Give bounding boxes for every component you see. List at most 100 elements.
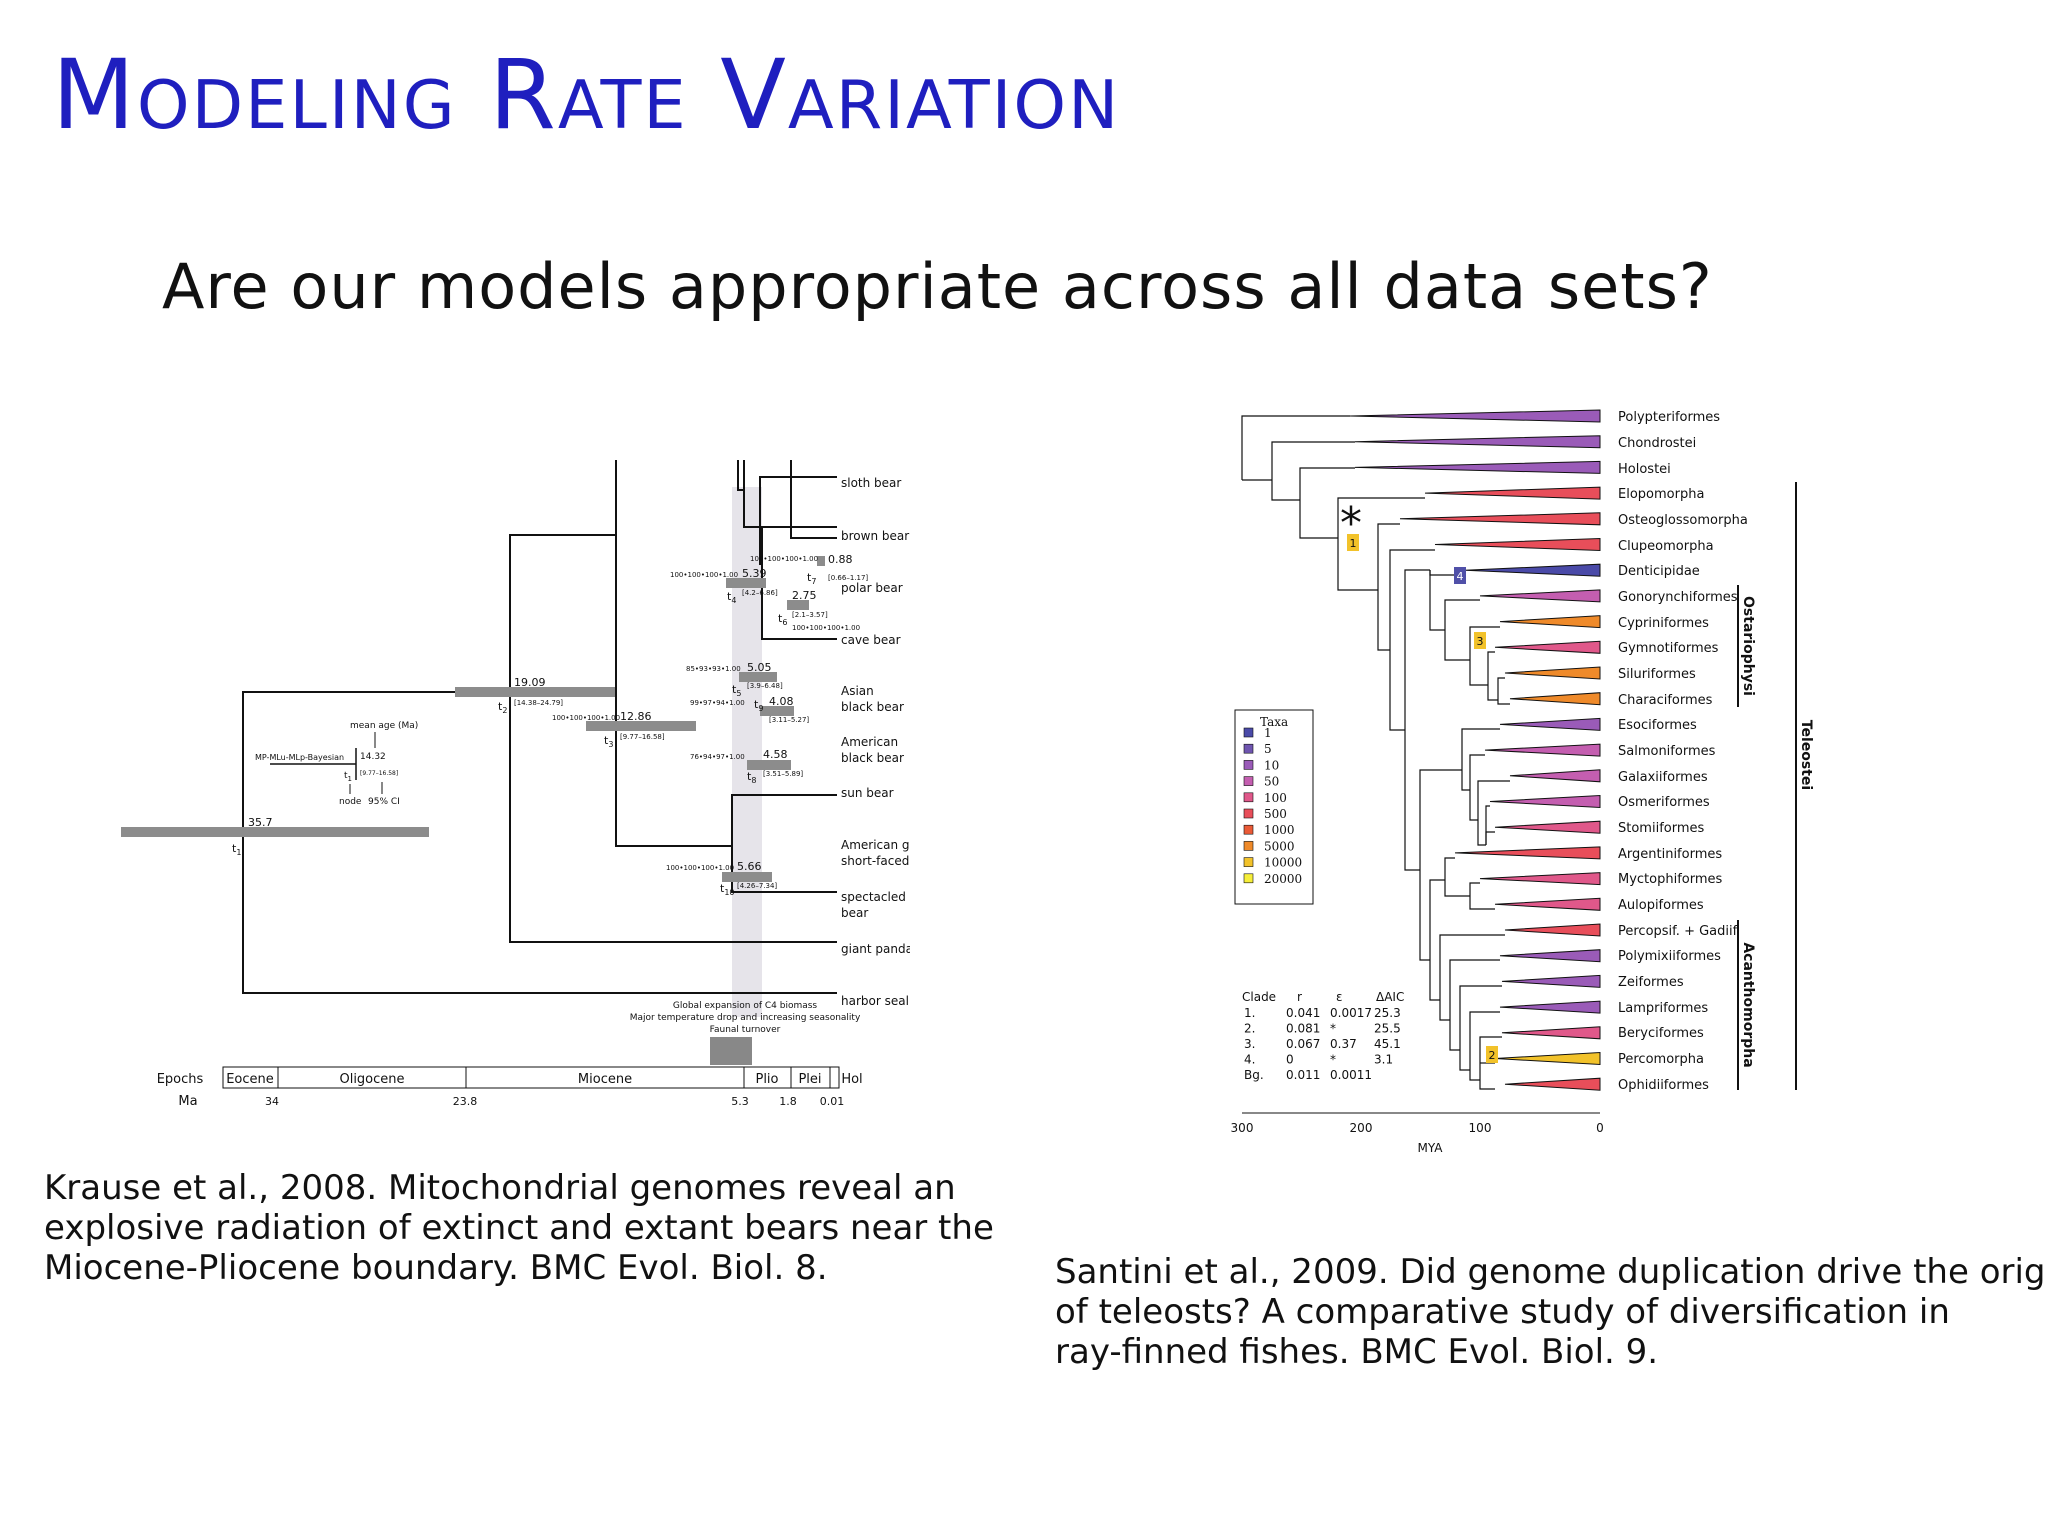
fish-taxon-label: Elopomorpha [1618, 487, 1704, 502]
caption-line: of teleosts? A comparative study of dive… [1055, 1292, 1950, 1332]
clade-wedge [1479, 589, 1601, 603]
fish-taxon-label: Cypriniformes [1618, 616, 1709, 631]
bear-taxon-label: polar bear [841, 581, 903, 595]
fish-time-axis: 300 200 100 0 MYA [1231, 1112, 1604, 1155]
node-label: t8 [747, 770, 756, 785]
clade-wedge [1464, 563, 1601, 577]
taxa-legend-swatch [1243, 727, 1254, 738]
tree-branch [1271, 441, 1355, 480]
node-t: t [778, 612, 783, 625]
bear-taxon-label: brown bear [841, 529, 909, 543]
clade-table-cell: 0.011 [1286, 1068, 1320, 1082]
taxa-legend-swatch [1243, 760, 1254, 770]
bear-phylogeny-figure: sloth bear brown bear polar bear cave be… [121, 460, 910, 1109]
legend-age: 14.32 [360, 752, 386, 762]
taxa-legend-swatch [1243, 824, 1254, 835]
clade-table-cell: 25.5 [1374, 1022, 1401, 1036]
taxa-legend-label: 5 [1264, 742, 1272, 756]
tree-branch [1299, 467, 1355, 500]
clade-wedge [1354, 460, 1601, 474]
caption-line: Miocene-Pliocene boundary. BMC Evol. Bio… [44, 1248, 828, 1288]
tree-branch [1485, 831, 1495, 845]
node-ci: [3.11–5.27] [769, 716, 809, 724]
node-sub: 5 [736, 689, 741, 698]
axis-tick: 300 [1231, 1121, 1254, 1135]
fish-taxon-label: Beryciformes [1618, 1026, 1704, 1041]
node-label: t7 [807, 571, 816, 586]
shift-marker: 4 [1454, 567, 1466, 584]
node-t: t [754, 698, 759, 711]
tree-branch [1479, 1080, 1495, 1090]
tree-branch [1429, 570, 1445, 631]
taxa-legend-items: 1 5 10 50 100 500 1000 5000 10000 20000 [1243, 726, 1302, 886]
fish-taxon-labels: Polypteriformes Chondrostei Holostei Elo… [1618, 410, 1748, 1093]
fish-taxon-label: Characiformes [1618, 693, 1713, 708]
node-label: t4 [727, 590, 736, 605]
clade-table-cell: 0.041 [1286, 1006, 1320, 1020]
node-label: t5 [732, 683, 741, 698]
bear-node-ci-bars [121, 556, 825, 882]
tree-branch [1479, 1036, 1502, 1080]
clade-wedge [1354, 435, 1601, 449]
legend-mean-age: mean age (Ma) [350, 721, 418, 731]
clade-wedge [1494, 1051, 1601, 1066]
clade-table-cell: 0.067 [1286, 1037, 1320, 1051]
group-label-acanthomorpha: Acanthomorpha [1740, 942, 1756, 1067]
tree-branch [1444, 630, 1470, 661]
bear-taxon-label: black bear [841, 700, 904, 714]
clade-wedge [1504, 923, 1601, 937]
clade-wedge [1499, 1000, 1601, 1014]
clade-wedge [1479, 872, 1601, 886]
node-age: 4.58 [763, 748, 788, 761]
clade-wedge [1489, 794, 1601, 809]
node-t: t [232, 842, 237, 855]
clade-table-header: ΔAIC [1376, 990, 1404, 1004]
tree-branch [1389, 650, 1405, 731]
bear-taxon-label: American giant [841, 838, 910, 852]
node-sub: 7 [811, 577, 816, 586]
clade-table-cell: 0 [1286, 1053, 1294, 1067]
fish-taxon-label: Stomiiformes [1618, 821, 1704, 836]
epoch-timescale [222, 1066, 840, 1089]
node-sub: 9 [758, 704, 763, 713]
shift-marker-label: 3 [1477, 635, 1484, 648]
tree-branch [1497, 677, 1505, 700]
node-age: 0.88 [828, 553, 853, 566]
slide-subtitle: Are our models appropriate across all da… [162, 250, 1713, 323]
node-support: 99•97•94•1.00 [690, 699, 745, 707]
taxa-legend-label: 50 [1264, 775, 1279, 789]
tree-branch [1389, 549, 1435, 650]
node-label: t10 [720, 882, 735, 897]
bear-tree-branches [242, 460, 837, 994]
clade-wedge [1504, 1077, 1601, 1091]
shift-marker: 3 [1474, 632, 1486, 649]
node-ci: [0.66–1.17] [828, 574, 868, 582]
clade-table-cell: * [1330, 1022, 1336, 1036]
fish-tree [1241, 409, 1601, 1091]
group-label-teleostei: Teleostei [1798, 720, 1814, 790]
node-ci: [9.77–16.58] [620, 733, 665, 741]
clade-table-cell: 2. [1244, 1022, 1255, 1036]
bear-taxon-label: spectacled [841, 890, 906, 904]
tree-branch [1477, 820, 1486, 846]
node-age: 5.05 [747, 661, 772, 674]
axis-label: MYA [1418, 1141, 1444, 1155]
node-sub: 2 [502, 706, 507, 715]
node-support: 100•100•100•1.00 [670, 571, 738, 579]
fish-taxon-label: Polymixiiformes [1618, 949, 1721, 964]
fish-taxon-label: Osmeriformes [1618, 795, 1710, 810]
node-support: 100•100•100•1.00 [792, 624, 860, 632]
fish-group-brackets [1737, 482, 1797, 1090]
legend-ci95: 95% CI [368, 797, 400, 807]
tree-branch [1439, 934, 1505, 1000]
node-t: t [604, 734, 609, 747]
node-t: t [747, 770, 752, 783]
bear-taxon-label: giant panda [841, 942, 910, 956]
node-t: t [498, 700, 503, 713]
bear-taxon-label: harbor seal [841, 994, 909, 1008]
fish-taxon-label: Clupeomorpha [1618, 539, 1714, 554]
clade-wedge [1499, 615, 1601, 629]
taxa-legend-label: 100 [1264, 791, 1287, 805]
fish-taxon-label: Argentiniformes [1618, 847, 1722, 862]
fish-taxon-label: Aulopiformes [1618, 898, 1704, 913]
